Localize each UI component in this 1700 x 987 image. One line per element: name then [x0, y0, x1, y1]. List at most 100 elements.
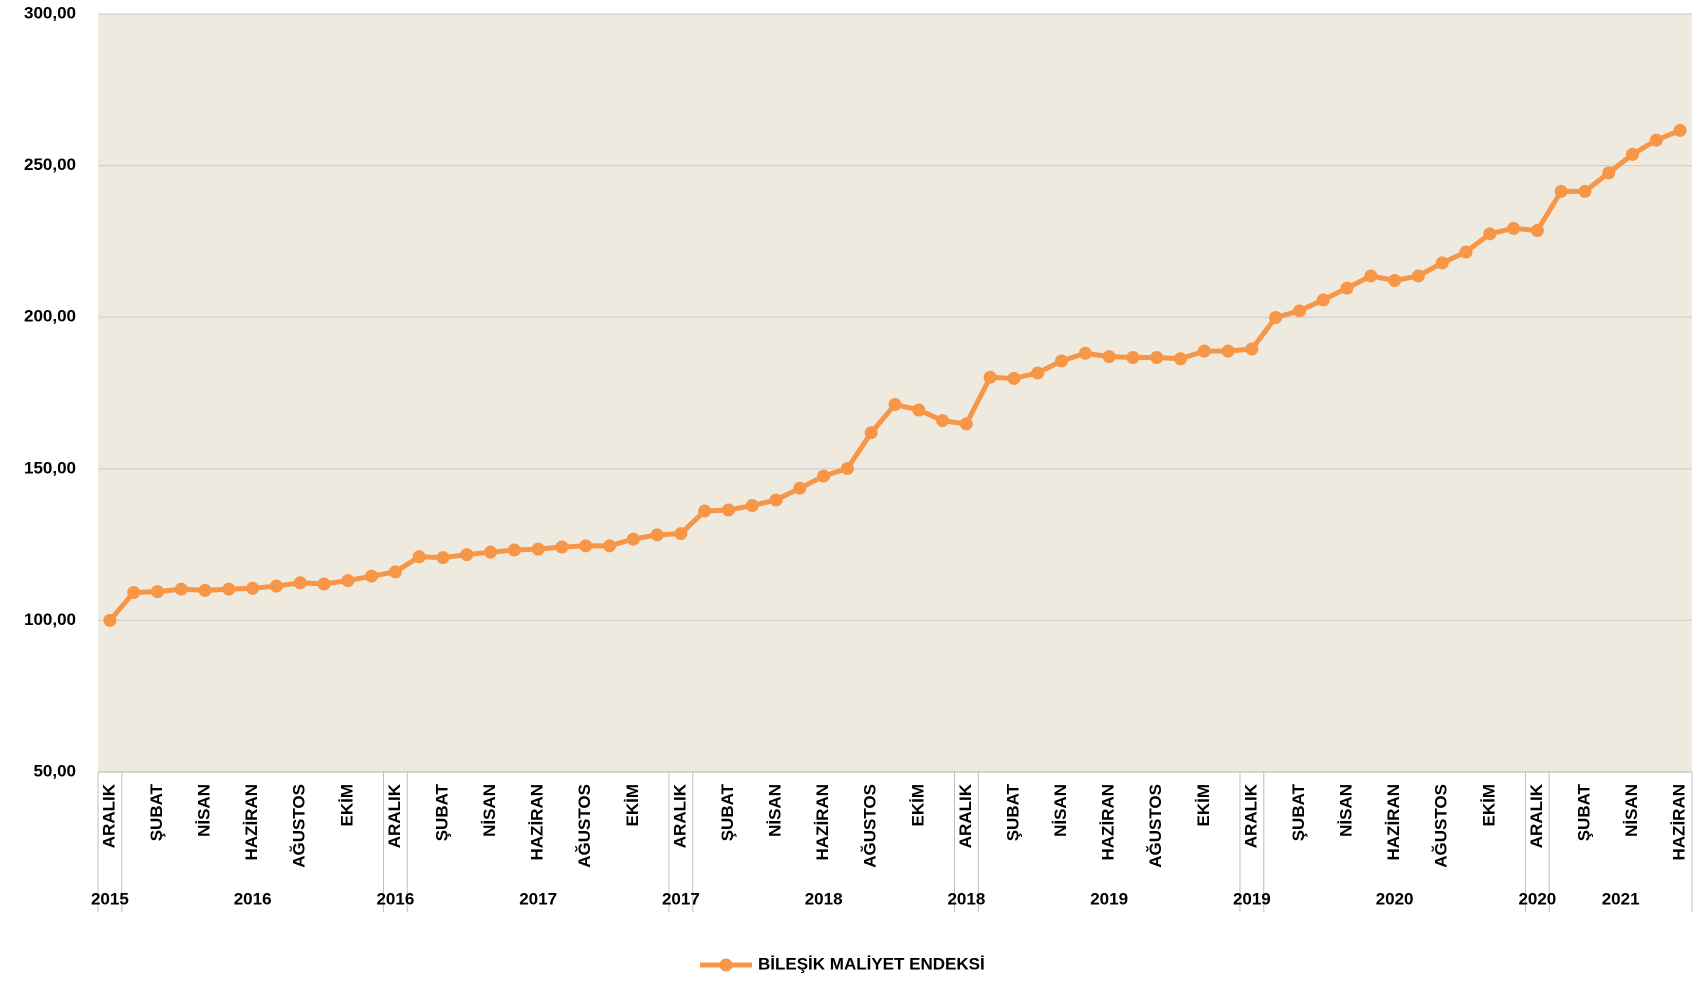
x-tick-label: ARALIK: [1527, 783, 1546, 848]
marker: [1316, 293, 1330, 307]
x-tick-label: HAZİRAN: [528, 784, 547, 861]
marker: [698, 504, 712, 518]
year-label: 2019: [1233, 889, 1271, 908]
y-tick-label: 300,00: [24, 3, 76, 22]
x-tick-label: AĞUSTOS: [290, 784, 309, 868]
marker: [1245, 342, 1259, 356]
x-tick-label: EKİM: [337, 784, 356, 827]
year-label: 2017: [662, 889, 700, 908]
x-tick-label: ŞUBAT: [432, 783, 451, 841]
marker: [1126, 351, 1140, 365]
x-tick-label: ŞUBAT: [147, 783, 166, 841]
x-tick-label: EKİM: [1479, 784, 1498, 827]
marker: [460, 548, 474, 562]
year-label: 2021: [1602, 889, 1640, 908]
marker: [579, 539, 593, 553]
x-tick-label: NİSAN: [1051, 784, 1070, 837]
x-tick-label: ŞUBAT: [1003, 783, 1022, 841]
marker: [626, 532, 640, 546]
marker: [555, 540, 569, 554]
year-label: 2020: [1376, 889, 1414, 908]
year-label: 2018: [805, 889, 843, 908]
x-tick-label: AĞUSTOS: [575, 784, 594, 868]
x-tick-label: ŞUBAT: [718, 783, 737, 841]
marker: [1435, 256, 1449, 270]
marker: [317, 577, 331, 591]
x-tick-label: NİSAN: [195, 784, 214, 837]
legend-label: BİLEŞİK MALİYET ENDEKSİ: [758, 954, 985, 973]
x-tick-label: ARALIK: [385, 783, 404, 848]
x-tick-label: ŞUBAT: [1574, 783, 1593, 841]
marker: [412, 550, 426, 564]
marker: [721, 503, 735, 517]
x-tick-label: AĞUSTOS: [1146, 784, 1165, 868]
marker: [1055, 354, 1069, 368]
x-tick-label: HAZİRAN: [1384, 784, 1403, 861]
year-label: 2017: [519, 889, 557, 908]
marker: [1078, 346, 1092, 360]
x-tick-label: HAZİRAN: [1670, 784, 1689, 861]
x-tick-label: EKİM: [908, 784, 927, 827]
x-tick-label: EKİM: [1194, 784, 1213, 827]
marker: [531, 542, 545, 556]
year-label: 2020: [1518, 889, 1556, 908]
x-tick-label: ARALIK: [956, 783, 975, 848]
marker: [246, 581, 260, 595]
marker: [1364, 269, 1378, 283]
marker: [1221, 344, 1235, 358]
marker: [603, 539, 617, 553]
y-tick-label: 200,00: [24, 307, 76, 326]
marker: [888, 398, 902, 412]
x-tick-label: EKİM: [623, 784, 642, 827]
marker: [507, 543, 521, 557]
plot-area: [98, 14, 1692, 772]
marker: [198, 583, 212, 597]
marker: [1602, 166, 1616, 180]
marker: [341, 574, 355, 588]
marker: [1388, 274, 1402, 288]
x-tick-label: AĞUSTOS: [1432, 784, 1451, 868]
y-tick-label: 250,00: [24, 155, 76, 174]
x-tick-label: NİSAN: [1337, 784, 1356, 837]
x-tick-label: ŞUBAT: [1289, 783, 1308, 841]
marker: [150, 585, 164, 599]
year-label: 2018: [947, 889, 985, 908]
marker: [1649, 133, 1663, 147]
x-tick-label: NİSAN: [480, 784, 499, 837]
marker: [1269, 311, 1283, 325]
year-label: 2015: [91, 889, 129, 908]
marker: [127, 586, 141, 600]
marker: [650, 528, 664, 542]
y-tick-label: 100,00: [24, 610, 76, 629]
marker: [1007, 371, 1021, 385]
marker: [912, 403, 926, 417]
marker: [1411, 269, 1425, 283]
marker: [674, 527, 688, 541]
marker: [269, 579, 283, 593]
marker: [1578, 184, 1592, 198]
marker: [769, 493, 783, 507]
marker: [1340, 281, 1354, 295]
marker: [1483, 227, 1497, 241]
x-tick-label: HAZİRAN: [242, 784, 261, 861]
marker: [1102, 350, 1116, 364]
x-tick-label: HAZİRAN: [1099, 784, 1118, 861]
marker: [436, 551, 450, 565]
marker: [388, 565, 402, 579]
marker: [1507, 221, 1521, 235]
x-tick-label: NİSAN: [1622, 784, 1641, 837]
marker: [484, 545, 498, 559]
marker: [1197, 344, 1211, 358]
year-label: 2016: [234, 889, 272, 908]
marker: [959, 417, 973, 431]
marker: [793, 481, 807, 495]
year-label: 2016: [376, 889, 414, 908]
x-tick-label: ARALIK: [670, 783, 689, 848]
marker: [983, 370, 997, 384]
marker: [840, 461, 854, 475]
y-tick-label: 150,00: [24, 458, 76, 477]
x-tick-label: HAZİRAN: [813, 784, 832, 861]
x-tick-label: NİSAN: [766, 784, 785, 837]
